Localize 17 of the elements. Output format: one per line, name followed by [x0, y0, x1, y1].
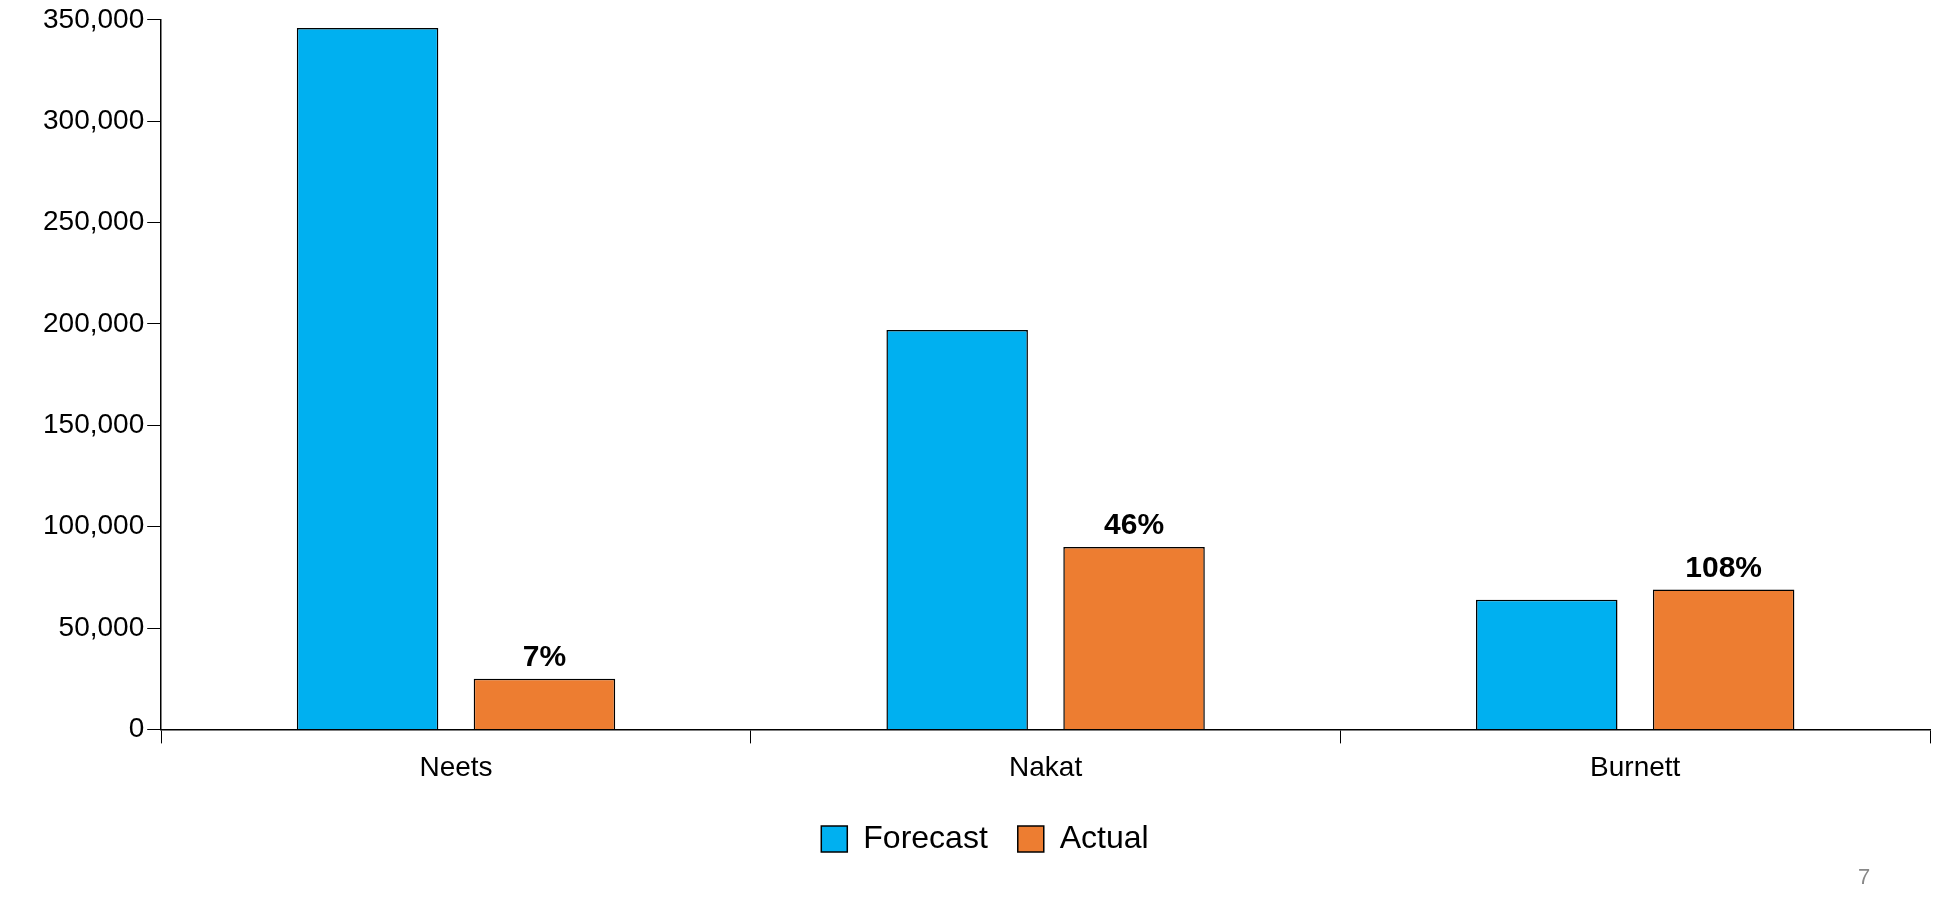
legend-label: Actual [1059, 818, 1149, 855]
annotation: 46% [1104, 507, 1165, 541]
x-tick-label: Nakat [1009, 750, 1083, 782]
y-tick-label: 200,000 [42, 306, 145, 338]
y-tick-label: 150,000 [42, 408, 145, 439]
y-tick-label: 0 [128, 712, 145, 744]
y-tick-label: 350,000 [42, 2, 145, 34]
y-tick-label: 100,000 [42, 509, 145, 541]
annotation: 7% [522, 638, 567, 672]
x-tick-label: Neets [419, 750, 493, 782]
text: 7 [1857, 864, 1871, 890]
y-tick-label: 50,000 [58, 610, 145, 642]
legend-label: Forecast [863, 818, 988, 855]
x-tick-label: Burnett [1590, 750, 1681, 782]
annotation: 108% [1685, 549, 1763, 583]
y-tick-label: 250,000 [42, 205, 145, 237]
y-tick-label: 300,000 [42, 103, 145, 135]
